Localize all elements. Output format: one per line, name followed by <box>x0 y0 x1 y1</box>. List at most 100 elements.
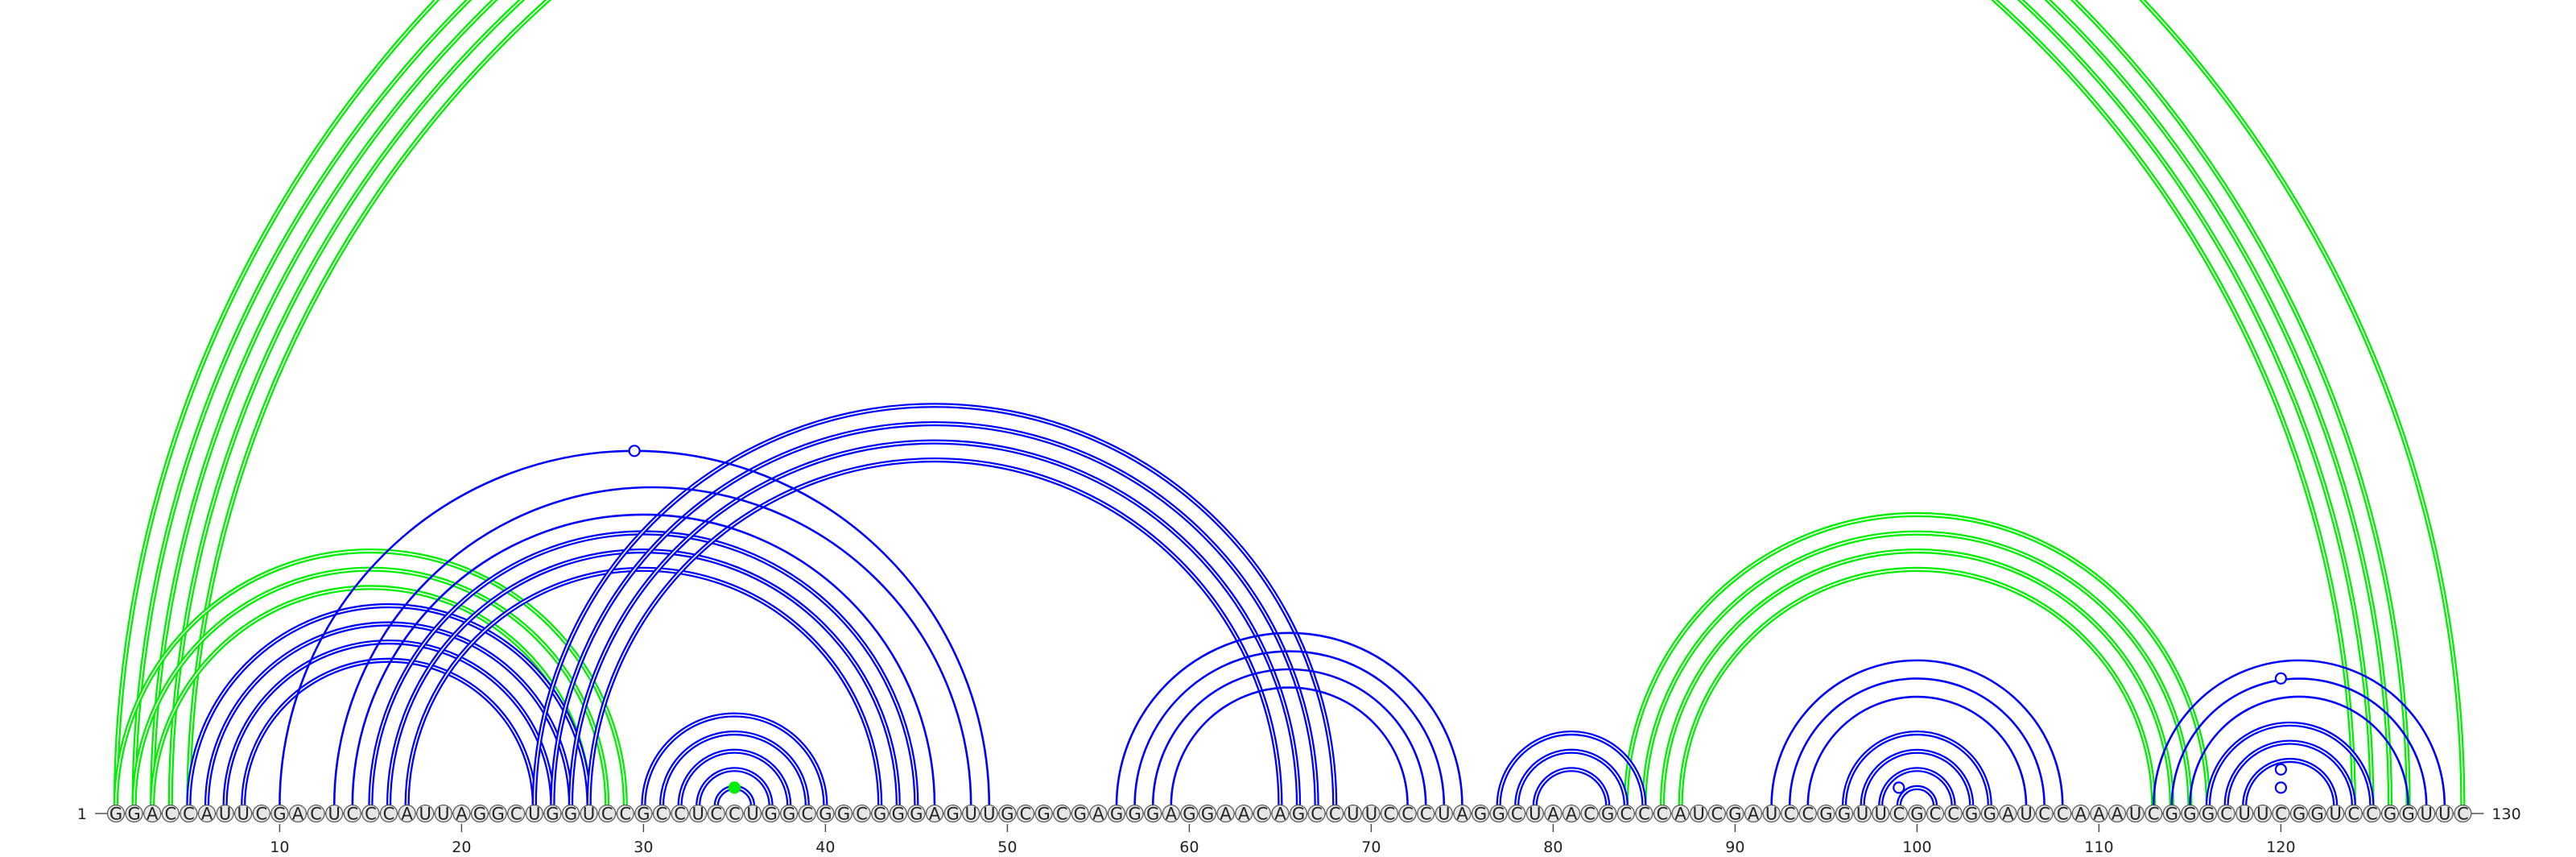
nucleotide-letter: G <box>1838 805 1851 824</box>
nucleotide: C <box>161 805 180 824</box>
nucleotide-letter: G <box>2401 805 2414 824</box>
blue-arc-97-103 <box>1860 748 1975 806</box>
nucleotide: G <box>1180 805 1199 824</box>
nucleotide-circle <box>543 804 562 823</box>
nucleotide: U <box>1690 805 1708 824</box>
nucleotide: G <box>125 805 143 824</box>
nucleotide-letter: C <box>1947 805 1959 824</box>
nucleotide: U <box>1762 805 1781 824</box>
green-arc-1-130-inner <box>115 0 2464 806</box>
nucleotide-circle <box>1872 804 1890 823</box>
nucleotide: A <box>925 805 944 824</box>
nucleotide: G <box>943 805 962 824</box>
nucleotide: A <box>1453 805 1472 824</box>
nucleotide-letter: G <box>1074 805 1087 824</box>
nucleotide-letter: A <box>2093 805 2105 824</box>
nucleotide-circle <box>2035 804 2054 823</box>
blue-arc-115-127 <box>2189 695 2409 806</box>
nucleotide-letter: A <box>1220 805 1232 824</box>
nucleotide: C <box>343 805 361 824</box>
nucleotide: G <box>1471 805 1490 824</box>
nucleotide-circle <box>2326 804 2345 823</box>
arc-marker <box>2274 781 2287 794</box>
axis-tick-label: 90 <box>1725 838 1744 856</box>
nucleotide-letter: G <box>1292 805 1305 824</box>
nucleotide-circle <box>2417 804 2436 823</box>
nucleotide-circle <box>379 804 398 823</box>
blue-arc-118-123 <box>2242 757 2339 806</box>
green-arc-5-124 <box>186 0 2356 806</box>
green-arc-5-124-inner <box>188 0 2355 806</box>
nucleotide-letter: A <box>1456 805 1468 824</box>
nucleotide-letter: A <box>401 805 413 824</box>
nucleotide: U <box>434 805 452 824</box>
blue-arc-117-124-inner <box>2225 741 2355 806</box>
nucleotide-circle <box>288 804 308 823</box>
nucleotide-letter: C <box>1784 805 1796 824</box>
nucleotide-circle <box>252 804 270 823</box>
nucleotide-circle <box>1489 804 1508 823</box>
nucleotide: C <box>1326 805 1344 824</box>
nucleotide: U <box>234 805 253 824</box>
blue-arc-113-129 <box>2152 659 2446 806</box>
nucleotide-circle <box>707 804 725 823</box>
nucleotide-circle <box>1398 804 1417 823</box>
nucleotide: A <box>1089 805 1108 824</box>
nucleotide: U <box>1435 805 1453 824</box>
nucleotide-circle <box>2090 804 2108 823</box>
blue-arc-14-46 <box>351 513 936 806</box>
nucleotide: U <box>1344 805 1362 824</box>
nucleotide-letter: U <box>983 805 995 824</box>
arc-marker <box>728 781 741 794</box>
axis-tick-label: 60 <box>1179 838 1199 856</box>
nucleotide-letter: G <box>1128 805 1141 824</box>
nucleotide-letter: G <box>1110 805 1123 824</box>
nucleotide-letter: C <box>1020 805 1032 824</box>
nucleotide-letter: A <box>201 805 213 824</box>
nucleotide-letter: C <box>164 805 176 824</box>
nucleotide-letter: A <box>1547 805 1559 824</box>
nucleotide-letter: U <box>1765 805 1777 824</box>
blue-arc-93-107 <box>1788 677 2046 806</box>
nucleotide-circle <box>2454 804 2472 823</box>
nucleotide-letter: U <box>2239 805 2251 824</box>
nucleotide-circle <box>1798 804 1817 823</box>
nucleotide: C <box>2035 804 2054 824</box>
nucleotide-letter: G <box>2165 805 2178 824</box>
blue-arc-16-44-inner <box>388 550 899 806</box>
nucleotide-letter: U <box>692 805 704 824</box>
nucleotide: G <box>1726 805 1744 824</box>
arc-markers <box>628 445 2287 794</box>
blue-arc-6-26-inner <box>206 623 572 806</box>
nucleotide-circle <box>2162 804 2181 823</box>
nucleotide-circle <box>1162 804 1180 823</box>
green-arc-87-113-inner <box>1679 568 2154 806</box>
nucleotide-circle <box>197 804 217 823</box>
nucleotide-circle <box>834 804 853 823</box>
nucleotide-letter: A <box>2112 805 2124 824</box>
position-axis: 10 20 30 40 50 60 70 80 90 100 110 120 <box>270 824 2296 856</box>
blue-arc-59-72 <box>1170 686 1409 806</box>
nucleotide: C <box>2217 805 2235 824</box>
nucleotide-letter: C <box>1511 805 1523 824</box>
nucleotide-circle <box>671 804 689 823</box>
axis-tick-label: 100 <box>1902 838 1931 856</box>
blue-arc-24-68-inner <box>534 404 1335 806</box>
nucleotide-circle <box>1216 804 1235 823</box>
nucleotide-circle <box>1307 804 1326 823</box>
nucleotide-letter: G <box>1146 805 1159 824</box>
nucleotide-circle <box>1744 804 1763 823</box>
nucleotide: U <box>2126 805 2145 824</box>
nucleotide-letter: G <box>1728 805 1741 824</box>
nucleotide-letter: C <box>601 805 613 824</box>
nucleotide: G <box>1908 805 1926 824</box>
nucleotide-letter: C <box>1620 805 1632 824</box>
nucleotide: U <box>1853 805 1872 824</box>
nucleotide-letter: C <box>2457 805 2469 824</box>
nucleotide: G <box>2289 805 2309 824</box>
nucleotide: C <box>1616 805 1635 824</box>
nucleotide-letter: U <box>2330 805 2342 824</box>
green-arc-86-114-inner <box>1662 550 2173 806</box>
blue-arc-17-43 <box>404 566 883 806</box>
blue-arc-7-25-inner <box>224 641 554 806</box>
